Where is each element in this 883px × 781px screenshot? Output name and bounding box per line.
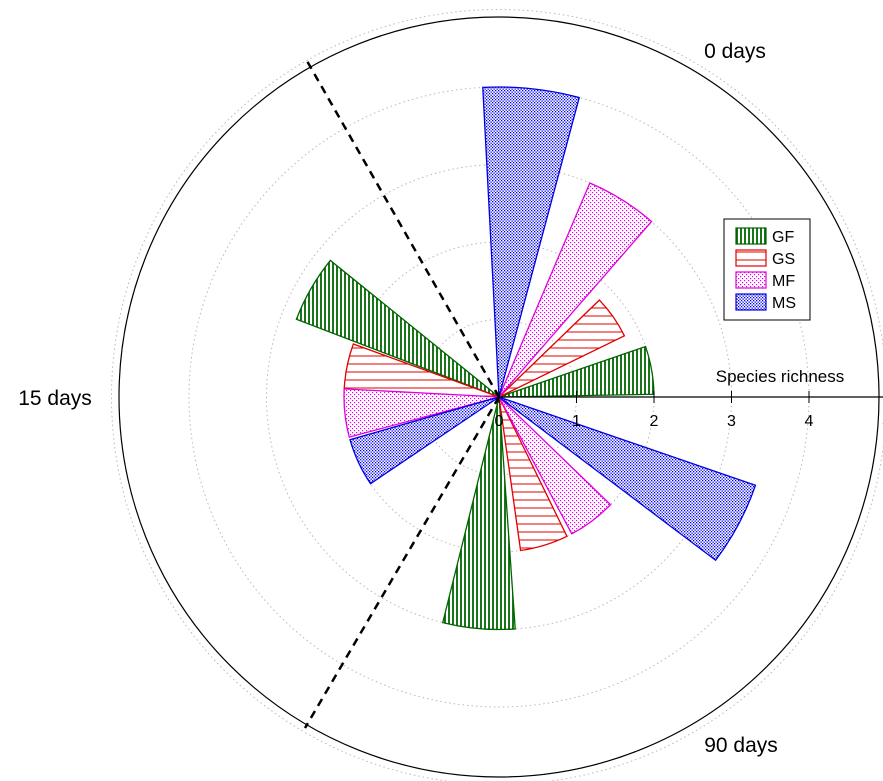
radial-tick-label: 4 (805, 413, 814, 430)
legend-item-gs: GS (735, 249, 795, 268)
wedge-gs-0-days (498, 299, 626, 398)
radial-tick-label: 3 (727, 413, 736, 430)
wedge-ms-15-days (349, 396, 500, 485)
legend-item-ms: MS (735, 293, 796, 312)
angle-label-0-days: 0 days (704, 40, 766, 63)
separator-line-upper (305, 60, 501, 398)
angle-label-90-days: 90 days (704, 734, 778, 757)
wedge-ms-90-days (498, 396, 757, 562)
wedge-mf-0-days (498, 182, 653, 398)
legend-label-gs: GS (772, 251, 795, 268)
wedge-gs-90-days (498, 396, 568, 552)
angle-label-15-days: 15 days (18, 387, 92, 410)
legend-swatch-ms (735, 293, 767, 311)
wedge-gf-15-days (295, 259, 500, 398)
wedge-gf-90-days (441, 396, 516, 631)
wedges (295, 86, 757, 631)
wedge-mf-15-days (343, 388, 500, 438)
legend-swatch-gs (735, 249, 767, 267)
separator-line-lower (303, 396, 501, 729)
legend-label-ms: MS (772, 295, 796, 312)
legend-swatch-gf (735, 227, 767, 245)
wedge-ms-0-days (482, 86, 581, 398)
legend-label-mf: MF (772, 273, 795, 290)
radial-tick-label: 2 (650, 413, 659, 430)
radial-tick-label: 0 (495, 413, 504, 430)
legend-swatch-mf (735, 271, 767, 289)
legend-item-gf: GF (735, 227, 794, 246)
legend-label-gf: GF (772, 229, 794, 246)
legend: GF GS MF MS (723, 218, 811, 321)
radial-axis-label: Species richness (716, 367, 845, 386)
wedge-mf-90-days (498, 396, 612, 535)
radial-tick-label: 1 (572, 413, 581, 430)
legend-item-mf: MF (735, 271, 795, 290)
